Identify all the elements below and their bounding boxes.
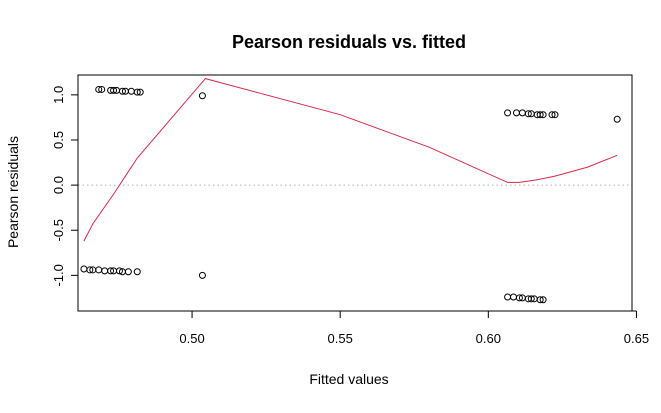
x-tick-label: 0.55	[328, 331, 353, 346]
residual-point	[107, 267, 115, 275]
residual-point	[536, 296, 544, 304]
x-tick-label: 0.50	[179, 331, 204, 346]
residual-point	[136, 88, 144, 96]
y-tick-label: 0.0	[51, 176, 66, 194]
residual-point	[133, 88, 141, 96]
chart-title: Pearson residuals vs. fitted	[232, 32, 466, 52]
residual-point	[509, 293, 517, 301]
residual-point	[551, 111, 559, 119]
residual-point	[101, 267, 109, 275]
y-tick-label: 0.5	[51, 131, 66, 149]
residual-point	[527, 295, 535, 303]
residual-point	[80, 265, 88, 273]
residual-point	[504, 109, 512, 117]
residual-point	[512, 109, 520, 117]
x-tick-label: 0.65	[624, 331, 649, 346]
residual-point	[539, 111, 547, 119]
plot-frame	[77, 74, 633, 312]
residual-point	[518, 109, 526, 117]
residual-point	[198, 92, 206, 100]
residual-point	[95, 85, 103, 93]
residual-point	[124, 268, 132, 276]
residual-point	[613, 115, 621, 123]
residual-point	[198, 271, 206, 279]
residual-point	[504, 293, 512, 301]
residual-point	[127, 87, 135, 95]
residual-point	[95, 266, 103, 274]
residual-point	[115, 267, 123, 275]
residual-point	[548, 111, 556, 119]
residual-point	[110, 86, 118, 94]
residual-point	[515, 294, 523, 302]
residual-point	[86, 266, 94, 274]
x-tick-label: 0.60	[476, 331, 501, 346]
y-tick-label: -1.0	[51, 264, 66, 286]
residual-point	[98, 85, 106, 93]
residual-point	[118, 87, 126, 95]
residual-point	[536, 111, 544, 119]
y-tick-label: -0.5	[51, 219, 66, 241]
residual-point	[133, 268, 141, 276]
residual-point	[524, 110, 532, 118]
y-tick-label: 1.0	[51, 86, 66, 104]
smooth-trend-line	[83, 78, 618, 242]
y-axis-label: Pearson residuals	[5, 136, 21, 248]
x-axis-label: Fitted values	[309, 371, 388, 387]
residual-point	[539, 296, 547, 304]
